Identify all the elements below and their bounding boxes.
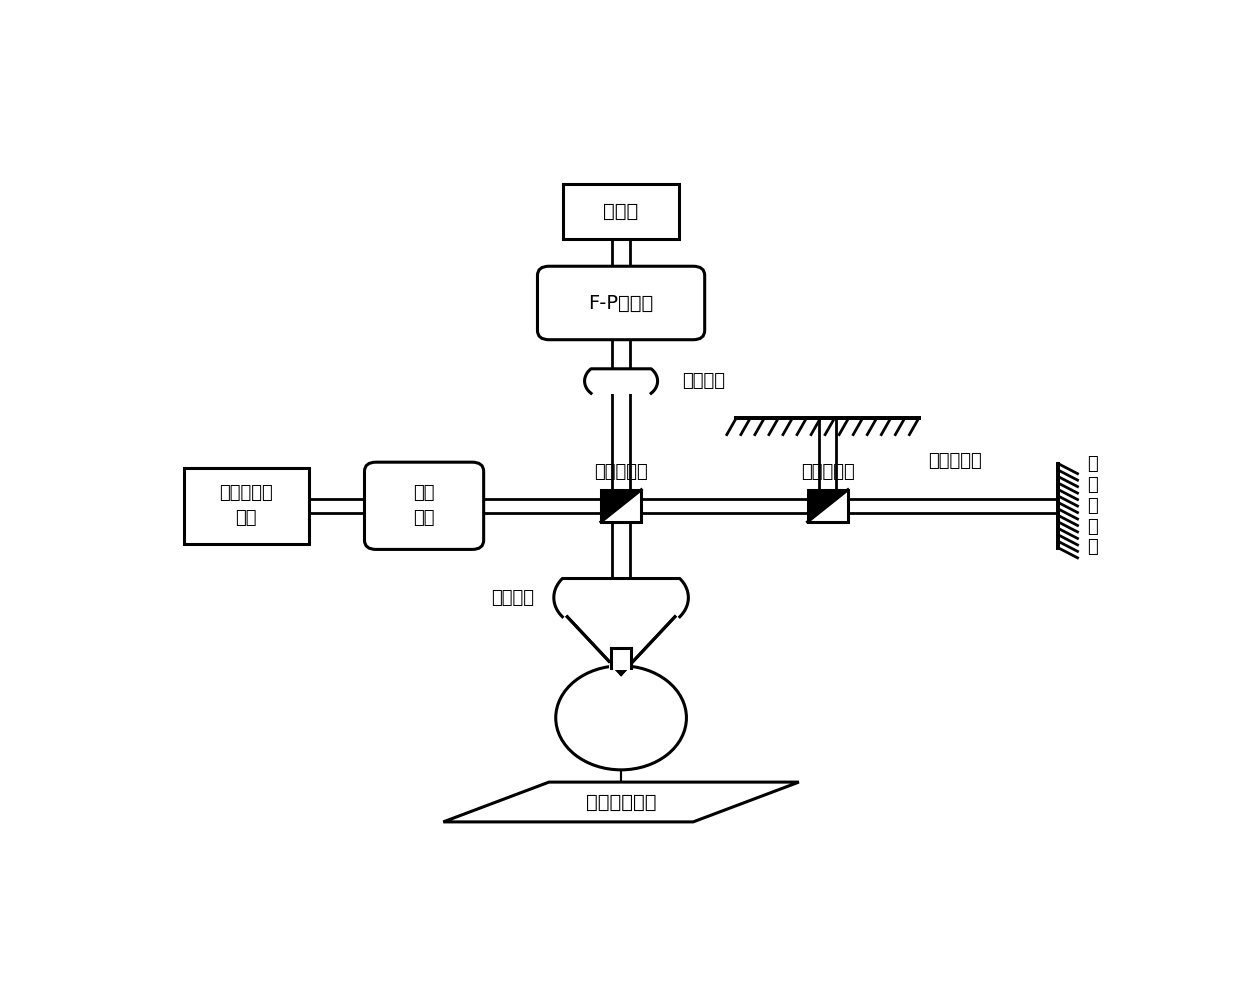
Text: 第一参考臂: 第一参考臂 bbox=[929, 452, 982, 470]
Text: 光谱仪: 光谱仪 bbox=[604, 202, 639, 221]
Text: 第
二
参
考
臂: 第 二 参 考 臂 bbox=[1087, 455, 1097, 557]
FancyBboxPatch shape bbox=[184, 467, 309, 544]
Text: 耦合透镜: 耦合透镜 bbox=[682, 372, 724, 390]
Polygon shape bbox=[554, 579, 688, 616]
Text: 三维运动平台: 三维运动平台 bbox=[585, 792, 656, 811]
Circle shape bbox=[556, 666, 687, 769]
FancyBboxPatch shape bbox=[563, 184, 678, 239]
Polygon shape bbox=[601, 490, 641, 522]
Text: 光隔
离器: 光隔 离器 bbox=[413, 484, 435, 527]
Text: 第二分束器: 第二分束器 bbox=[801, 462, 854, 480]
FancyBboxPatch shape bbox=[365, 462, 484, 550]
FancyBboxPatch shape bbox=[807, 490, 848, 522]
Text: 飞秒加工激
光器: 飞秒加工激 光器 bbox=[219, 484, 273, 527]
Polygon shape bbox=[567, 616, 675, 674]
Text: 第一分束器: 第一分束器 bbox=[594, 462, 649, 480]
Text: F-P滤波器: F-P滤波器 bbox=[589, 293, 653, 312]
Text: 显微物镜: 显微物镜 bbox=[491, 588, 534, 606]
Polygon shape bbox=[807, 490, 848, 522]
Polygon shape bbox=[584, 369, 657, 394]
FancyBboxPatch shape bbox=[611, 640, 631, 670]
Polygon shape bbox=[444, 782, 799, 822]
FancyBboxPatch shape bbox=[537, 266, 704, 340]
FancyBboxPatch shape bbox=[601, 490, 641, 522]
